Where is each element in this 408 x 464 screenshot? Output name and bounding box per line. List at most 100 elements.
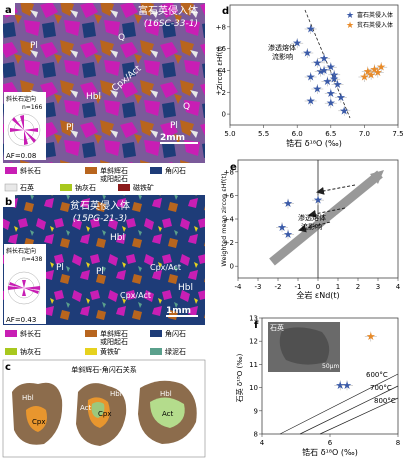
label-pl-2: Pl bbox=[66, 123, 74, 133]
c-hbl-1: Hbl bbox=[22, 394, 34, 402]
label-q-1: Q bbox=[118, 33, 125, 43]
panel-b-sample: (15PG-21-3) bbox=[73, 214, 128, 224]
panel-a-sample: (16SC-33-1) bbox=[144, 19, 198, 29]
legend-b-swatch-pl bbox=[5, 330, 17, 337]
y-tick-label: 9 bbox=[254, 407, 258, 415]
legend-d-series-0: 富石英侵入体 bbox=[357, 11, 393, 19]
data-point-star: ★ bbox=[336, 91, 346, 104]
rose-diagram-b bbox=[7, 271, 41, 305]
c-act-2: Act bbox=[162, 410, 174, 418]
y-tick-label: +6 bbox=[224, 192, 235, 200]
data-point-star: ★ bbox=[277, 221, 287, 234]
y-tick-label: +4 bbox=[224, 216, 235, 224]
y-tick-label: 0 bbox=[230, 263, 234, 271]
plot-d-trend-line bbox=[304, 9, 351, 119]
plot-e-ylabel: Weighted mean zircon εHf(t) bbox=[220, 173, 228, 266]
x-tick-label: 7.0 bbox=[359, 130, 370, 138]
data-point-star: ★ bbox=[319, 52, 329, 65]
x-tick-label: 7.5 bbox=[392, 130, 403, 138]
legend-b-swatch-hbl bbox=[150, 330, 162, 337]
panel-c: c 单斜辉石-角闪石关系 Hbl Cpx Act Cpx Hbl Hbl Act bbox=[2, 359, 206, 458]
data-point-star: ★ bbox=[312, 83, 322, 96]
x-tick-label: 5.5 bbox=[258, 130, 269, 138]
y-tick-label: +2 bbox=[224, 239, 234, 247]
y-tick-label: +4 bbox=[216, 67, 227, 75]
label-b-hbl-1: Hbl bbox=[110, 233, 125, 243]
legend-a-pl: 斜长石 bbox=[20, 166, 41, 175]
legend-b-pl: 斜长石 bbox=[20, 329, 41, 338]
y-tick-label: 11 bbox=[249, 361, 258, 369]
y-tick-label: +6 bbox=[216, 45, 227, 53]
data-point-star: ★ bbox=[329, 73, 339, 86]
y-tick-label: 12 bbox=[249, 338, 258, 346]
x-tick-label: 0 bbox=[316, 283, 320, 291]
plot-d-xlabel: 锆石 δ¹⁸O (‰) bbox=[286, 138, 342, 148]
rose-a-title: 斜长石定向 bbox=[6, 95, 36, 103]
plot-e-dashed-arrow-2 bbox=[308, 207, 346, 218]
label-pl-1: Pl bbox=[30, 41, 38, 51]
data-point-star: ★ bbox=[302, 47, 312, 60]
y-tick-label: +8 bbox=[224, 168, 234, 176]
panel-letter-c: c bbox=[5, 362, 11, 373]
panel-e: e +8 +6 +4 +2 0 -4 -3 -2 -1 0 1 2 3 4 Weighted mean … bbox=[220, 159, 401, 300]
x-tick-label: 4 bbox=[396, 283, 401, 291]
data-point-star: ★ bbox=[319, 64, 329, 77]
inset-label: 石英 bbox=[270, 323, 284, 332]
legend-a-mag: 磁铁矿 bbox=[133, 183, 154, 192]
plot-f-points: ★★★ bbox=[334, 330, 377, 392]
isotherm-700 bbox=[299, 385, 399, 435]
y-tick-label: 10 bbox=[249, 384, 258, 392]
panel-a: a 富石英侵入体 (16SC-33-1) Pl Hbl Q Cpx/Act Pl… bbox=[3, 3, 205, 163]
rose-a-n: n=166 bbox=[22, 104, 42, 111]
data-point-star: ★ bbox=[326, 87, 336, 100]
label-b-cpx-1: Cpx/Act bbox=[150, 263, 181, 272]
grain-1-core bbox=[26, 406, 47, 432]
legend-a-swatch-mag bbox=[118, 184, 130, 191]
label-q-2: Q bbox=[183, 102, 190, 112]
y-tick-label: +2 bbox=[216, 89, 226, 97]
data-point-star: ★ bbox=[373, 66, 383, 79]
panel-f: f 8 9 10 11 12 13 4 6 8 石英 δ¹⁸O (‰) 锆石 δ¹⁸O (‰)… bbox=[235, 315, 400, 458]
legend-a-swatch-ttn bbox=[60, 184, 72, 191]
plot-e-big-arrow bbox=[269, 170, 383, 266]
legend-a-swatch-hbl bbox=[150, 167, 162, 174]
rose-b-title: 斜长石定向 bbox=[6, 247, 36, 255]
legend-d-star-orange: ★ bbox=[346, 21, 354, 31]
panel-c-title: 单斜辉石-角闪石关系 bbox=[71, 365, 137, 374]
legend-d-series-1: 贫石英侵入体 bbox=[357, 21, 393, 29]
plot-e-xticks: -4 -3 -2 -1 0 1 2 3 4 bbox=[235, 278, 401, 291]
data-point-star: ★ bbox=[376, 61, 386, 74]
panel-letter-b: b bbox=[5, 197, 12, 208]
legend-b-act: 或阳起石 bbox=[100, 337, 128, 346]
plot-d-annot-2: 流影响 bbox=[272, 52, 293, 61]
panel-letter-e: e bbox=[230, 162, 237, 173]
data-point-star: ★ bbox=[312, 56, 322, 69]
plot-d-yticks: +8 +6 +4 +2 0 bbox=[216, 23, 230, 119]
c-hbl-3: Hbl bbox=[160, 390, 172, 398]
c-cpx-1: Cpx bbox=[32, 418, 45, 426]
y-tick-label: 8 bbox=[254, 431, 258, 439]
y-tick-label: +8 bbox=[216, 23, 226, 31]
legend-a-swatch-qz bbox=[4, 183, 18, 192]
legend-a-swatch-cpx bbox=[85, 167, 97, 174]
legend-d-star-blue: ★ bbox=[346, 11, 354, 21]
x-tick-label: -1 bbox=[295, 283, 302, 291]
plot-f-xticks: 4 6 8 bbox=[260, 434, 400, 447]
data-point-star: ★ bbox=[323, 75, 333, 88]
data-point-star: ★ bbox=[313, 194, 323, 207]
legend-b: 斜长石 单斜辉石 或阳起石 角闪石 钠灰石 黄铁矿 绿泥石 bbox=[5, 329, 186, 356]
plot-d-annot-1: 渗透熔体 bbox=[268, 43, 296, 52]
data-point-star: ★ bbox=[316, 65, 326, 78]
label-b-hbl-2: Hbl bbox=[178, 283, 193, 293]
panel-letter-a: a bbox=[5, 5, 12, 16]
rose-b-n: n=438 bbox=[22, 256, 42, 263]
label-hbl: Hbl bbox=[86, 92, 101, 102]
isotherm-800-label: 800°C bbox=[374, 397, 396, 405]
rose-diagram-a bbox=[7, 113, 41, 147]
data-point-star: ★ bbox=[359, 71, 369, 84]
scalebar-b-label: 1mm bbox=[166, 306, 191, 316]
c-act-1: Act bbox=[80, 404, 92, 412]
plot-e-yticks: +8 +6 +4 +2 0 bbox=[224, 168, 238, 271]
panel-a-title: 富石英侵入体 bbox=[138, 4, 198, 17]
legend-b-ttn: 钠灰石 bbox=[20, 347, 41, 356]
